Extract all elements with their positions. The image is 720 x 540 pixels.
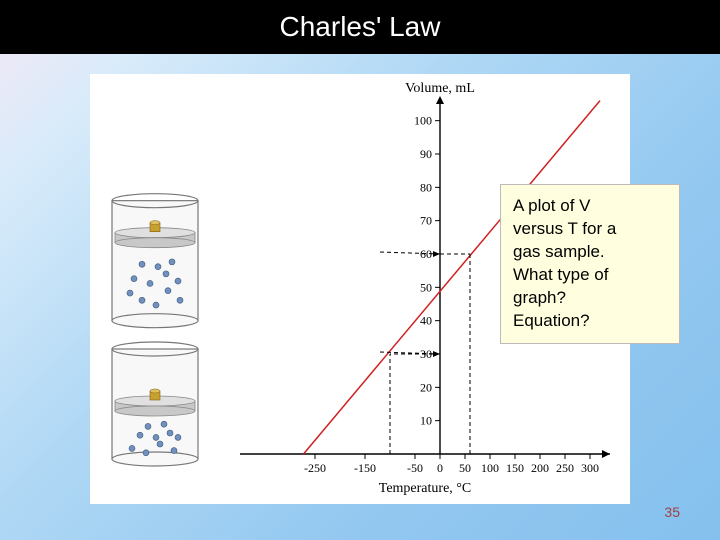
question-line: Equation? <box>513 310 667 333</box>
page-title: Charles' Law <box>280 11 441 43</box>
title-bar: Charles' Law <box>0 0 720 54</box>
svg-text:Temperature, °C: Temperature, °C <box>379 481 471 496</box>
svg-text:150: 150 <box>506 461 524 475</box>
svg-text:70: 70 <box>420 214 432 228</box>
svg-text:300: 300 <box>581 461 599 475</box>
question-line: A plot of V <box>513 195 667 218</box>
svg-text:80: 80 <box>420 180 432 194</box>
page-number: 35 <box>664 504 680 520</box>
svg-text:40: 40 <box>420 314 432 328</box>
question-line: gas sample. <box>513 241 667 264</box>
svg-text:-250: -250 <box>304 461 326 475</box>
svg-text:10: 10 <box>420 414 432 428</box>
svg-text:250: 250 <box>556 461 574 475</box>
svg-text:100: 100 <box>414 114 432 128</box>
svg-text:200: 200 <box>531 461 549 475</box>
svg-text:50: 50 <box>459 461 471 475</box>
svg-text:20: 20 <box>420 380 432 394</box>
content-area: 102030405060708090100-250-150-5005010015… <box>0 54 720 540</box>
svg-text:-50: -50 <box>407 461 423 475</box>
svg-text:90: 90 <box>420 147 432 161</box>
svg-text:0: 0 <box>437 461 443 475</box>
svg-text:Volume, mL: Volume, mL <box>405 81 475 96</box>
question-line: graph? <box>513 287 667 310</box>
svg-text:50: 50 <box>420 280 432 294</box>
svg-text:100: 100 <box>481 461 499 475</box>
svg-text:-150: -150 <box>354 461 376 475</box>
question-line: What type of <box>513 264 667 287</box>
question-line: versus T for a <box>513 218 667 241</box>
question-callout: A plot of V versus T for a gas sample. W… <box>500 184 680 344</box>
